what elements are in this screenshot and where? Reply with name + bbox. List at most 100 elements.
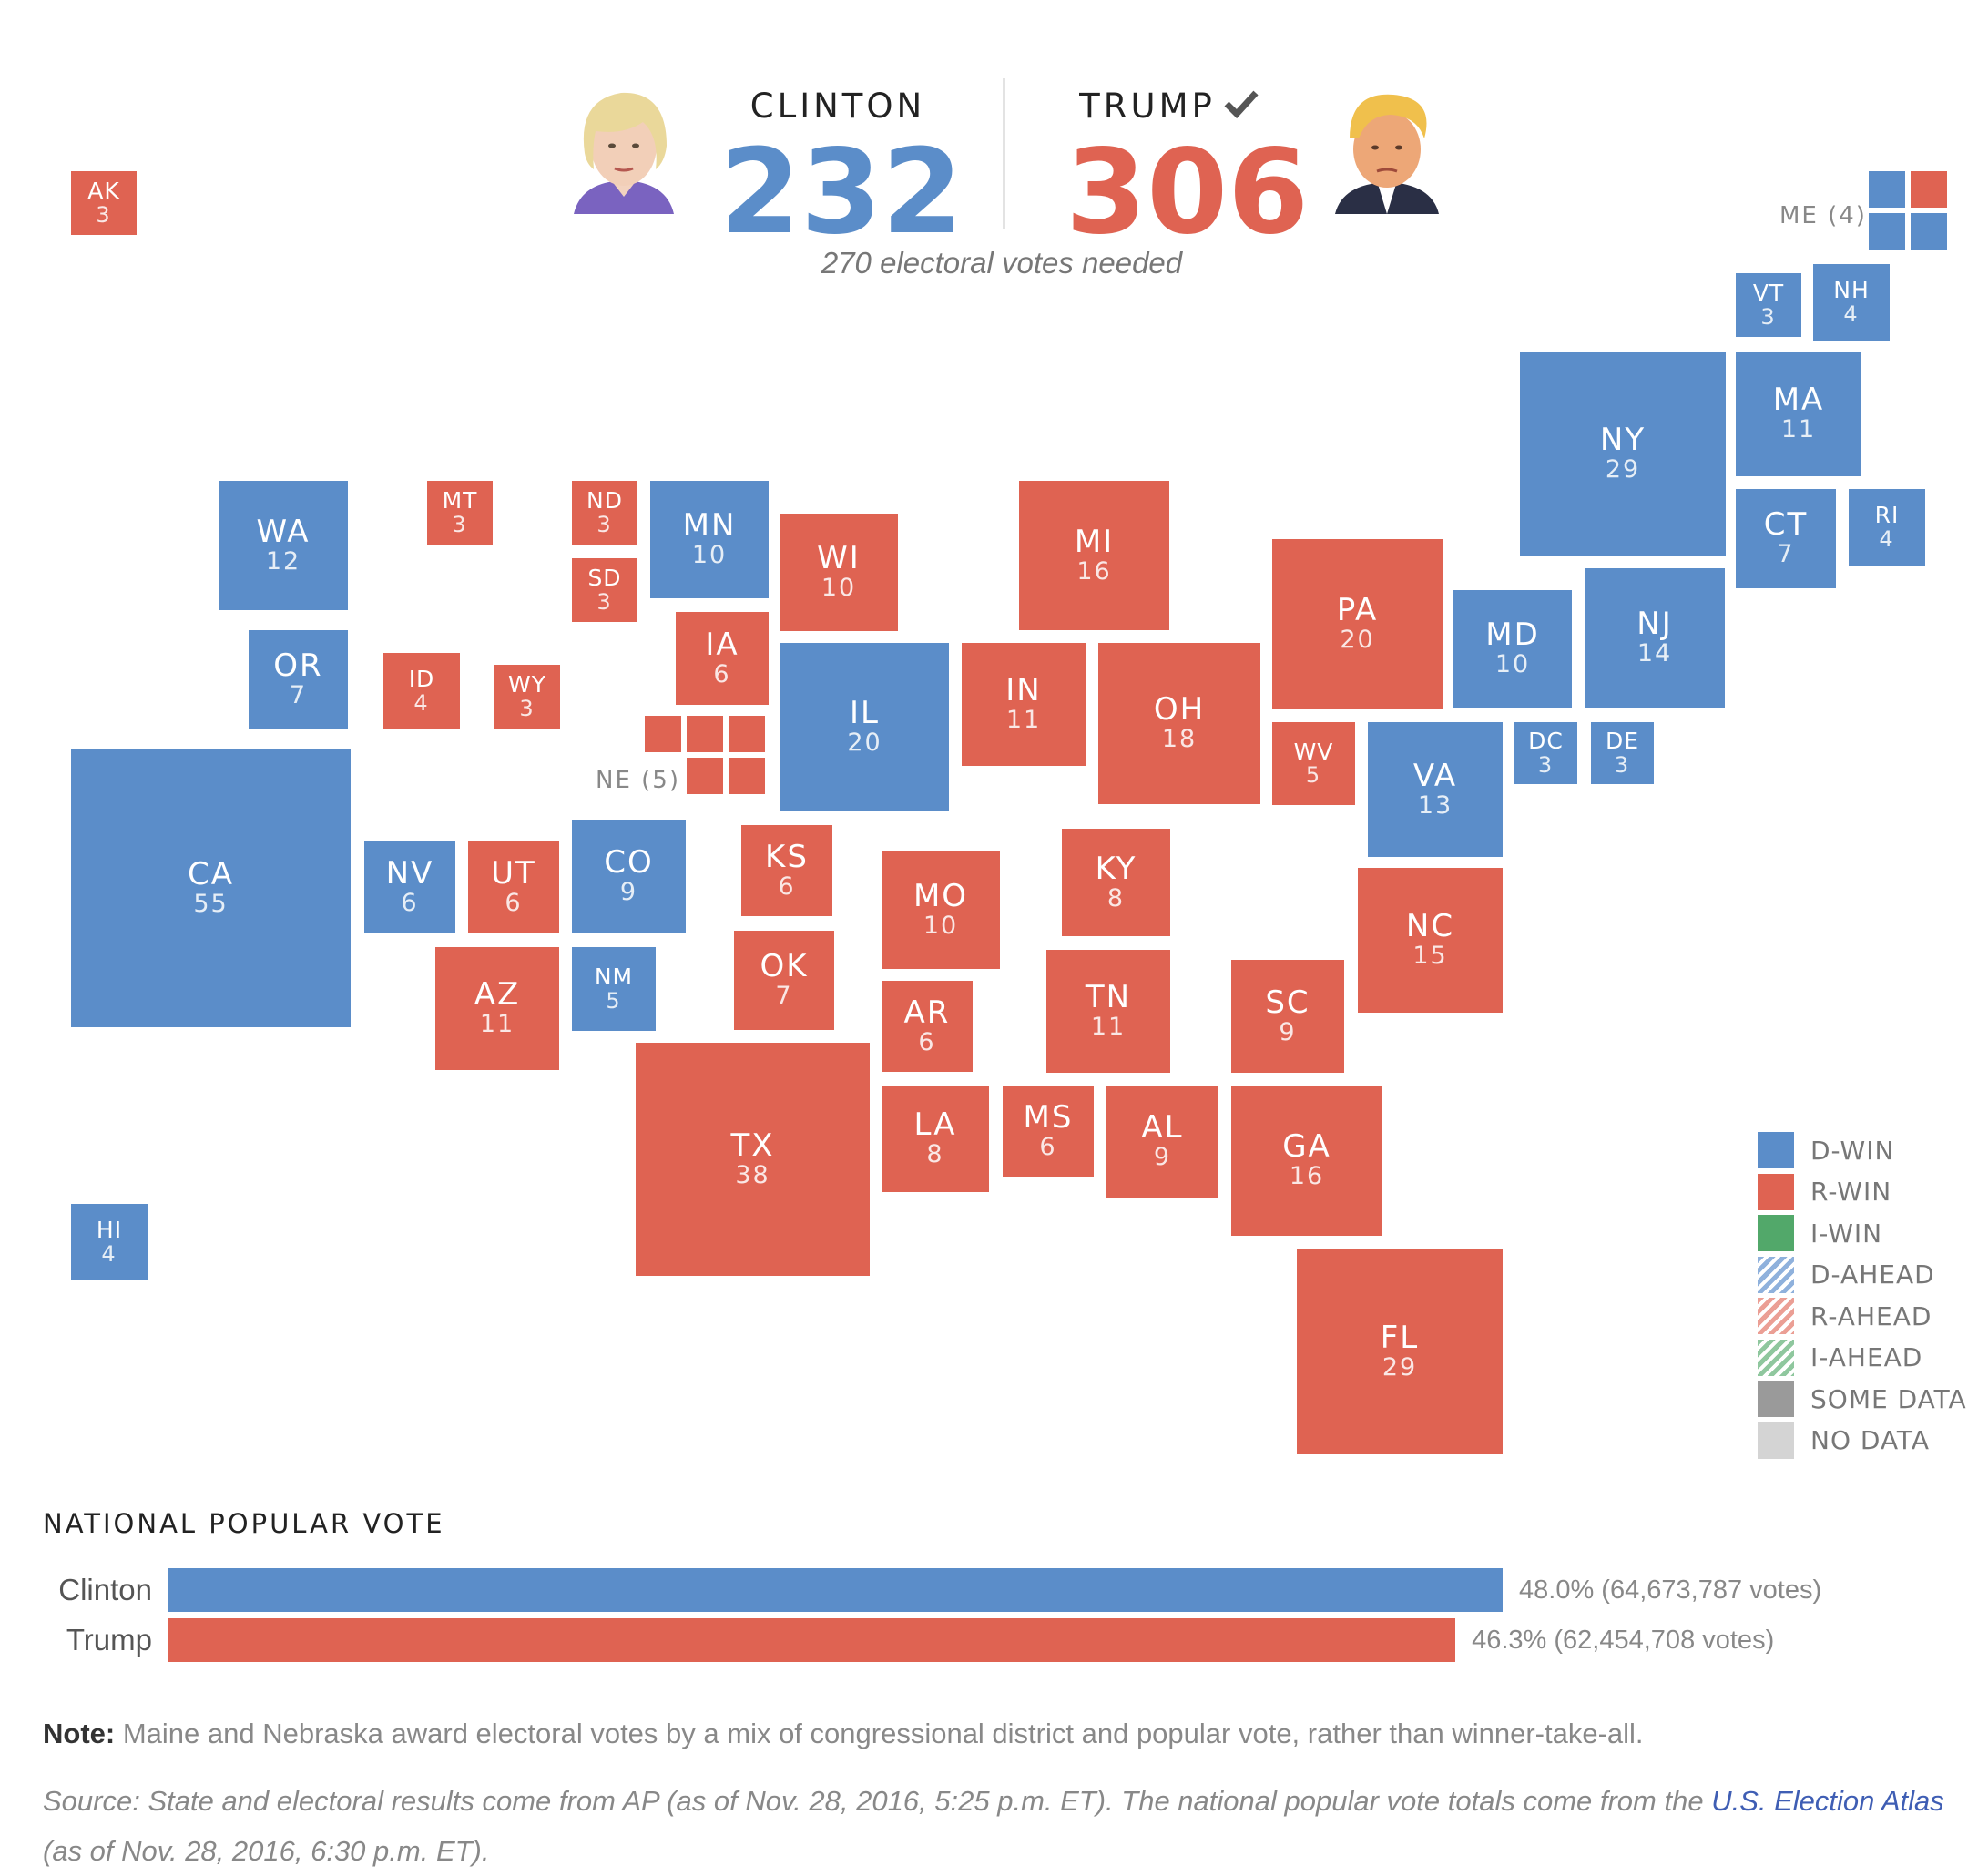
state-tile-nh[interactable]: NH 4 [1813, 264, 1890, 341]
state-tile-nj[interactable]: NJ 14 [1585, 568, 1725, 708]
state-electoral-votes: 10 [821, 574, 857, 603]
legend-label: R-WIN [1810, 1177, 1892, 1207]
state-tile-nv[interactable]: NV 6 [364, 841, 455, 933]
maine-vote-3[interactable] [1869, 213, 1905, 250]
state-tile-mi[interactable]: MI 16 [1019, 481, 1169, 630]
state-tile-mn[interactable]: MN 10 [650, 481, 769, 598]
nebraska-vote-3[interactable] [729, 716, 765, 752]
state-tile-nd[interactable]: ND 3 [572, 481, 637, 545]
state-tile-ri[interactable]: RI 4 [1849, 489, 1925, 566]
state-abbr: WA [256, 513, 311, 550]
state-electoral-votes: 12 [265, 546, 301, 576]
state-tile-co[interactable]: CO 9 [572, 820, 686, 933]
state-abbr: WV [1293, 738, 1334, 765]
state-electoral-votes: 20 [847, 729, 882, 758]
state-electoral-votes: 20 [1340, 625, 1375, 654]
state-tile-ca[interactable]: CA 55 [71, 749, 351, 1027]
nebraska-vote-5[interactable] [729, 758, 765, 794]
state-electoral-votes: 11 [1005, 706, 1042, 735]
state-electoral-votes: 7 [1777, 540, 1795, 569]
popular-vote-name-clinton: Clinton [58, 1573, 152, 1606]
popular-vote-bar-trump [168, 1618, 1456, 1662]
state-tile-ut[interactable]: UT 6 [468, 841, 559, 933]
state-electoral-votes: 5 [606, 987, 622, 1014]
state-abbr: IN [1005, 672, 1042, 709]
state-tile-ct[interactable]: CT 7 [1736, 489, 1836, 588]
state-abbr: NC [1405, 908, 1455, 945]
nebraska-vote-4[interactable] [687, 758, 723, 794]
state-tile-sc[interactable]: SC 9 [1231, 960, 1344, 1073]
state-tile-hi[interactable]: HI 4 [71, 1204, 148, 1280]
state-tile-ga[interactable]: GA 16 [1231, 1086, 1382, 1236]
state-tile-nm[interactable]: NM 5 [572, 947, 656, 1031]
state-tile-or[interactable]: OR 7 [249, 630, 348, 729]
state-tile-al[interactable]: AL 9 [1106, 1086, 1218, 1198]
state-abbr: IL [850, 695, 880, 732]
state-tile-nc[interactable]: NC 15 [1358, 868, 1503, 1013]
state-tile-tx[interactable]: TX 38 [636, 1043, 870, 1276]
maine-vote-4[interactable] [1911, 213, 1947, 250]
legend-swatch [1758, 1339, 1794, 1376]
maine-vote-1[interactable] [1869, 171, 1905, 208]
nebraska-vote-1[interactable] [645, 716, 681, 752]
state-tile-az[interactable]: AZ 11 [435, 947, 559, 1070]
legend-swatch [1758, 1381, 1794, 1417]
state-tile-ok[interactable]: OK 7 [734, 931, 834, 1030]
state-tile-de[interactable]: DE 3 [1591, 722, 1654, 784]
legend-item-d-ahead: D-AHEAD [1758, 1256, 1935, 1293]
state-tile-ny[interactable]: NY 29 [1520, 352, 1726, 556]
state-electoral-votes: 3 [519, 695, 535, 721]
state-tile-sd[interactable]: SD 3 [572, 558, 637, 622]
state-electoral-votes: 55 [193, 889, 229, 918]
state-tile-wy[interactable]: WY 3 [494, 665, 560, 729]
state-tile-la[interactable]: LA 8 [882, 1086, 989, 1192]
legend-label: R-AHEAD [1810, 1300, 1932, 1331]
state-tile-ky[interactable]: KY 8 [1062, 829, 1170, 936]
state-electoral-votes: 9 [1279, 1017, 1297, 1046]
state-abbr: NM [594, 963, 634, 991]
state-electoral-votes: 6 [713, 659, 731, 688]
state-tile-in[interactable]: IN 11 [962, 643, 1086, 766]
state-electoral-votes: 3 [1537, 751, 1555, 778]
state-tile-ma[interactable]: MA 11 [1736, 352, 1861, 476]
state-tile-ms[interactable]: MS 6 [1003, 1086, 1094, 1177]
state-tile-fl[interactable]: FL 29 [1297, 1249, 1503, 1454]
state-tile-ks[interactable]: KS 6 [741, 825, 832, 916]
state-abbr: TX [730, 1127, 775, 1164]
state-electoral-votes: 8 [1106, 883, 1126, 913]
state-electoral-votes: 18 [1161, 725, 1198, 754]
state-tile-ia[interactable]: IA 6 [676, 612, 769, 705]
state-tile-tn[interactable]: TN 11 [1046, 950, 1170, 1073]
state-tile-id[interactable]: ID 4 [383, 653, 460, 729]
state-tile-oh[interactable]: OH 18 [1098, 643, 1260, 804]
legend-label: NO DATA [1810, 1425, 1931, 1455]
maine-label: ME (4) [1779, 202, 1867, 229]
state-tile-mo[interactable]: MO 10 [882, 851, 1000, 969]
state-tile-va[interactable]: VA 13 [1368, 722, 1503, 857]
nebraska-vote-2[interactable] [687, 716, 723, 752]
state-tile-wv[interactable]: WV 5 [1272, 722, 1355, 805]
state-abbr: NJ [1636, 606, 1673, 643]
election-atlas-link[interactable]: U.S. Election Atlas [1711, 1785, 1944, 1817]
state-tile-md[interactable]: MD 10 [1453, 590, 1572, 708]
state-tile-wi[interactable]: WI 10 [780, 514, 898, 631]
state-electoral-votes: 16 [1289, 1162, 1325, 1191]
trump-portrait [1328, 82, 1446, 214]
state-tile-ar[interactable]: AR 6 [882, 981, 973, 1072]
trump-name: TRUMP [1079, 87, 1216, 126]
state-tile-pa[interactable]: PA 20 [1272, 539, 1443, 709]
state-abbr: AK [87, 178, 120, 205]
state-tile-mt[interactable]: MT 3 [427, 481, 493, 545]
state-tile-ak[interactable]: AK 3 [71, 171, 137, 235]
state-tile-dc[interactable]: DC 3 [1514, 722, 1577, 784]
state-electoral-votes: 29 [1605, 455, 1641, 484]
state-abbr: AR [903, 994, 951, 1031]
state-electoral-votes: 3 [596, 511, 613, 537]
state-tile-il[interactable]: IL 20 [780, 643, 949, 811]
maine-vote-2[interactable] [1911, 171, 1947, 208]
state-electoral-votes: 3 [596, 588, 613, 615]
state-tile-wa[interactable]: WA 12 [219, 481, 348, 610]
state-electoral-votes: 4 [1843, 301, 1860, 327]
state-tile-vt[interactable]: VT 3 [1736, 273, 1801, 337]
